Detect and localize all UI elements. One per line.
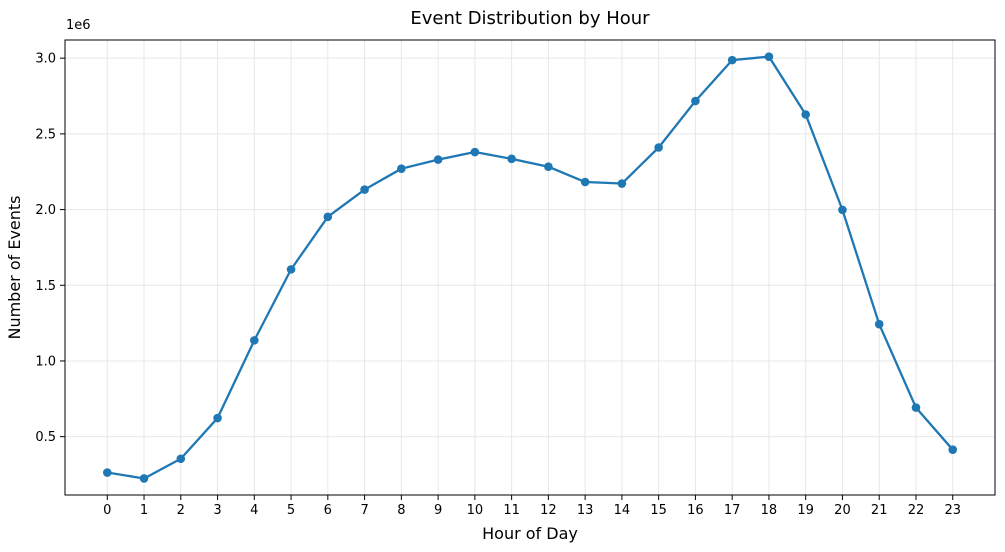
x-tick-label: 16 — [687, 503, 704, 518]
data-point — [727, 55, 737, 65]
data-point — [250, 336, 259, 345]
x-axis-label: Hour of Day — [482, 524, 578, 543]
x-tick-label: 9 — [434, 503, 442, 518]
chart-title: Event Distribution by Hour — [410, 8, 650, 29]
x-tick-label: 3 — [213, 503, 221, 518]
x-tick-label: 20 — [834, 503, 851, 518]
x-tick-label: 7 — [360, 503, 368, 518]
data-point — [948, 445, 958, 454]
x-tick-label: 14 — [614, 503, 631, 518]
x-tick-label: 11 — [503, 503, 520, 518]
x-tick-label: 22 — [908, 503, 925, 518]
x-tick-label: 15 — [650, 503, 667, 518]
grid-layer — [65, 40, 995, 495]
y-tick-label: 2.0 — [35, 203, 56, 218]
data-point — [323, 212, 333, 222]
data-point — [617, 179, 627, 188]
data-point — [286, 265, 296, 274]
x-tick-label: 18 — [761, 503, 778, 518]
x-tick-label: 0 — [103, 503, 111, 518]
ticks-layer: 0 1 2 3 4 5 6 7 8 9 10 11 12 13 14 15 16 17 18 19 20 21 22 230.… — [35, 52, 961, 518]
x-tick-label: 23 — [944, 503, 961, 518]
data-point — [580, 177, 590, 187]
x-tick-label: 4 — [250, 503, 258, 518]
series-line — [106, 55, 954, 480]
data-point — [801, 110, 810, 119]
data-point — [507, 154, 516, 164]
plot-frame — [64, 39, 996, 496]
data-point — [874, 319, 884, 329]
data-point — [360, 185, 369, 194]
y-tick-label: 1.0 — [35, 354, 56, 369]
x-tick-label: 8 — [397, 503, 405, 518]
x-tick-label: 6 — [324, 503, 332, 518]
data-point — [102, 468, 112, 477]
x-tick-label: 1 — [140, 503, 148, 518]
x-tick-label: 19 — [797, 503, 814, 518]
x-tick-label: 5 — [287, 503, 295, 518]
y-tick-label: 3.0 — [35, 52, 56, 67]
data-point — [764, 52, 774, 61]
y-tick-label: 2.5 — [35, 127, 56, 142]
x-tick-label: 2 — [177, 503, 185, 518]
x-tick-label: 21 — [871, 503, 888, 518]
x-tick-label: 10 — [467, 503, 484, 518]
data-point — [213, 413, 222, 423]
data-point — [433, 155, 443, 164]
data-point — [470, 147, 480, 157]
y-offset-label: 1e6 — [66, 18, 91, 33]
y-tick-label: 1.5 — [35, 279, 56, 294]
data-point — [654, 143, 663, 152]
data-point — [544, 162, 553, 172]
data-point — [397, 164, 406, 173]
x-tick-label: 13 — [577, 503, 594, 518]
data-point — [911, 403, 921, 412]
data-point — [139, 474, 149, 483]
x-tick-label: 17 — [724, 503, 741, 518]
data-point — [691, 96, 700, 106]
data-point — [176, 454, 186, 464]
data-point — [838, 205, 847, 215]
x-tick-label: 12 — [540, 503, 557, 518]
y-axis-label: Number of Events — [5, 195, 24, 339]
series-layer — [102, 52, 958, 483]
y-tick-label: 0.5 — [35, 430, 56, 445]
